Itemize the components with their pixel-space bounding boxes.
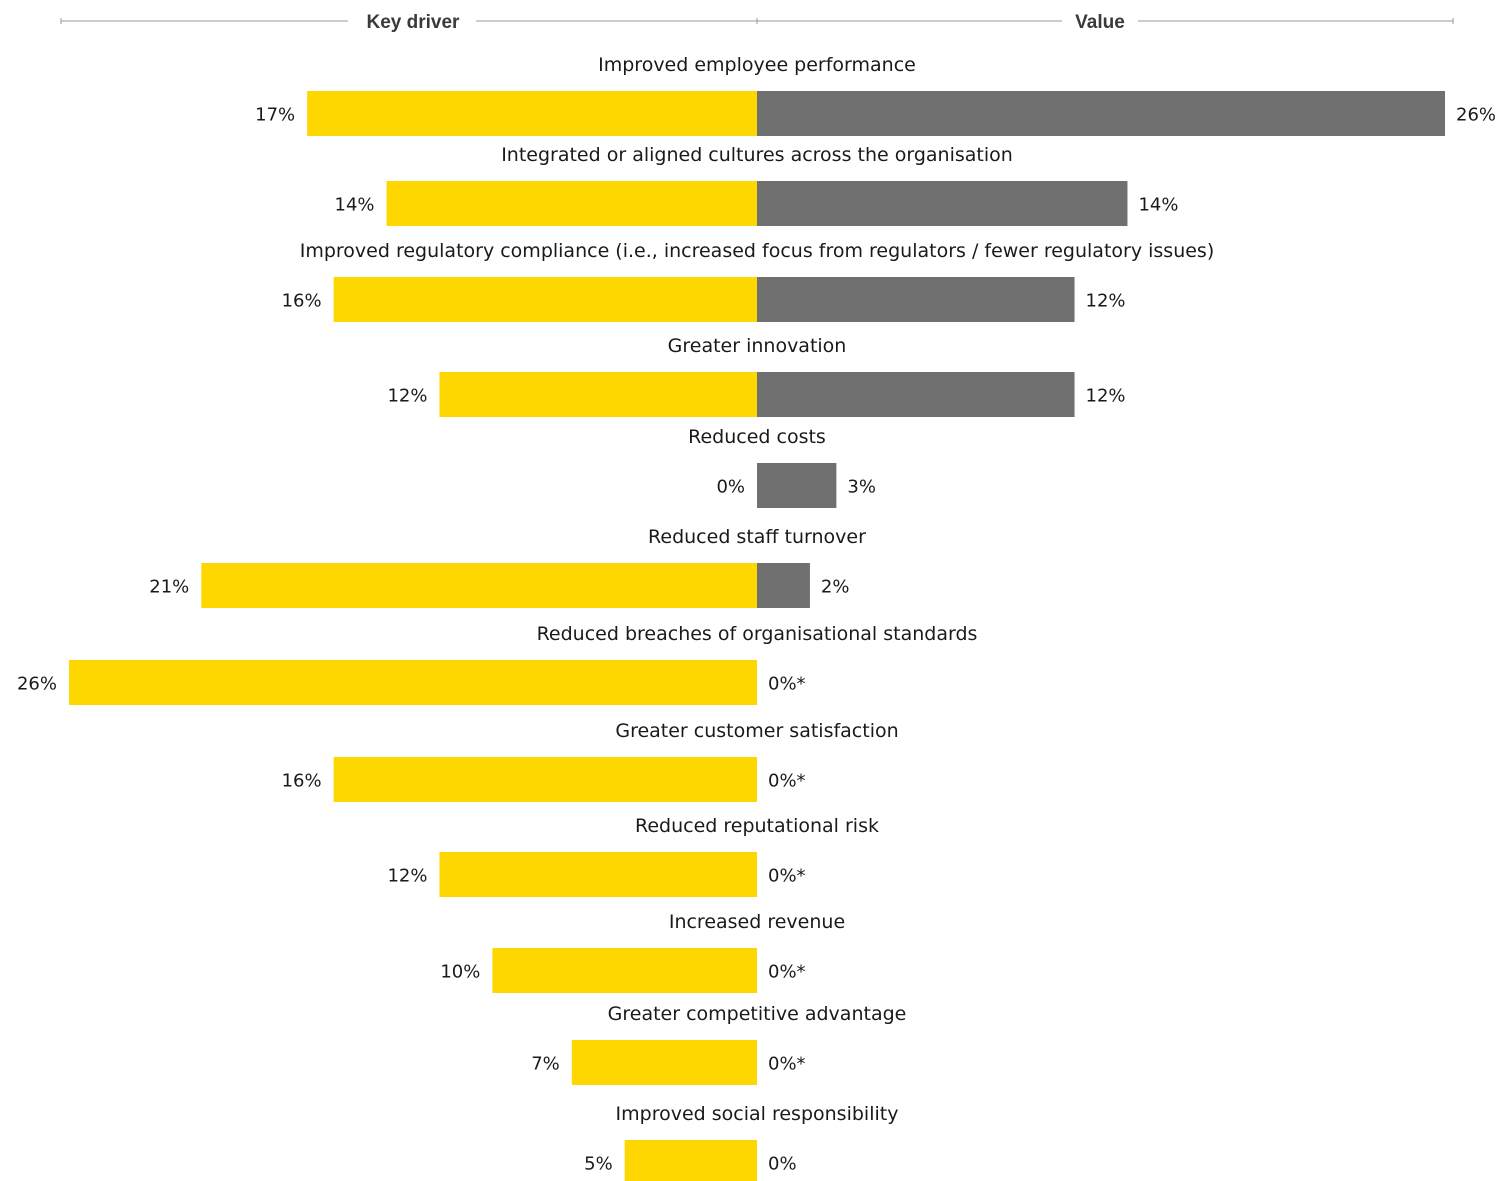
category-label: Reduced breaches of organisational stand…	[537, 623, 978, 645]
key-driver-bar	[201, 563, 757, 608]
key-driver-value-label: 12%	[387, 386, 427, 407]
key-driver-value-label: 7%	[531, 1054, 560, 1075]
category-label: Greater competitive advantage	[608, 1003, 907, 1025]
value-bar	[757, 372, 1075, 417]
category-label: Reduced reputational risk	[635, 815, 879, 837]
value-value-label: 12%	[1086, 291, 1126, 312]
category-label: Greater customer satisfaction	[615, 720, 898, 742]
key-driver-bar	[492, 948, 757, 993]
key-driver-value-label: 21%	[149, 577, 189, 598]
category-label: Integrated or aligned cultures across th…	[501, 144, 1013, 166]
value-bar	[757, 463, 836, 508]
category-label: Improved social responsibility	[616, 1103, 899, 1125]
value-value-label: 14%	[1138, 195, 1178, 216]
key-driver-value-label: 16%	[282, 771, 322, 792]
key-driver-value-label: 17%	[255, 105, 295, 126]
value-bar	[757, 181, 1127, 226]
value-value-label: 0%*	[768, 1054, 806, 1075]
value-value-label: 0%*	[768, 771, 806, 792]
key-driver-value-label: 12%	[387, 866, 427, 887]
key-driver-value-label: 5%	[584, 1154, 613, 1175]
category-label: Greater innovation	[668, 335, 847, 357]
value-value-label: 3%	[847, 477, 876, 498]
value-bar	[757, 563, 810, 608]
key-driver-bar	[572, 1040, 757, 1085]
key-driver-bar	[439, 852, 757, 897]
key-driver-bar	[307, 91, 757, 136]
key-driver-value-label: 10%	[440, 962, 480, 983]
value-value-label: 2%	[821, 577, 850, 598]
value-bar	[757, 91, 1445, 136]
header-key-driver: Key driver	[367, 12, 461, 33]
value-value-label: 0%*	[768, 674, 806, 695]
key-driver-value-label: 26%	[17, 674, 57, 695]
category-label: Increased revenue	[669, 911, 845, 933]
key-driver-bar	[439, 372, 757, 417]
key-driver-bar	[387, 181, 757, 226]
header-value: Value	[1075, 12, 1125, 33]
chart-rows: Improved employee performance 17% 26% Integ…	[17, 54, 1496, 1181]
category-label: Improved regulatory compliance (i.e., in…	[300, 240, 1215, 262]
value-bar	[757, 277, 1075, 322]
key-driver-bar	[625, 1140, 757, 1181]
value-value-label: 0%*	[768, 962, 806, 983]
key-driver-value-label: 16%	[282, 291, 322, 312]
value-value-label: 12%	[1086, 386, 1126, 407]
value-value-label: 26%	[1456, 105, 1496, 126]
value-value-label: 0%*	[768, 866, 806, 887]
category-label: Improved employee performance	[598, 54, 916, 76]
chart-header: Key driver Value	[61, 12, 1453, 33]
key-driver-bar	[334, 277, 757, 322]
category-label: Reduced staff turnover	[648, 526, 866, 548]
value-value-label: 0%	[768, 1154, 797, 1175]
key-driver-bar	[334, 757, 757, 802]
key-driver-bar	[69, 660, 757, 705]
key-driver-value-label: 0%	[716, 477, 745, 498]
category-label: Reduced costs	[688, 426, 826, 448]
key-driver-value-label: 14%	[335, 195, 375, 216]
